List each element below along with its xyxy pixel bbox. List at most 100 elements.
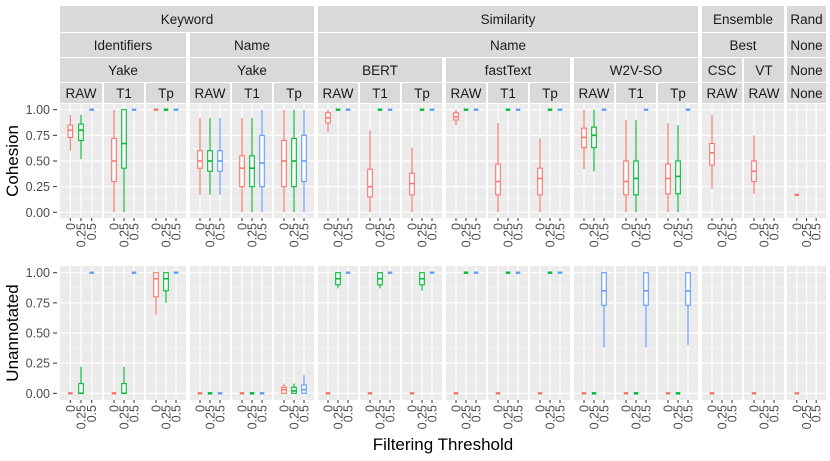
x-tick-label: 0 <box>706 223 720 230</box>
facet-strip-label: Tp <box>158 86 174 101</box>
x-tick-label: 0 <box>108 405 122 412</box>
y-tick-label: 0.50 <box>26 155 50 169</box>
facet-strip <box>616 83 656 103</box>
box-0 <box>453 392 459 395</box>
x-tick-label: 0.25 <box>800 223 814 247</box>
x-tick-label: 0.25 <box>544 223 558 247</box>
x-tick-label: 0.5 <box>470 223 484 240</box>
x-tick-label: 0.25 <box>630 223 644 247</box>
x-tick-label: 0.5 <box>726 405 740 422</box>
x-tick-label: 0 <box>450 223 464 230</box>
box-flat <box>515 271 521 274</box>
box-0_25 <box>505 108 511 111</box>
box-0_5 <box>301 375 307 394</box>
box-0 <box>153 272 159 315</box>
box-body <box>249 155 255 188</box>
y-tick-label: 1.00 <box>26 103 50 117</box>
box-flat <box>794 193 800 197</box>
facet-panel: 00.250.5 <box>402 266 442 429</box>
box-flat <box>685 108 691 111</box>
x-tick-label: 0.25 <box>332 405 346 429</box>
facet-panel: 00.250.5 <box>574 104 614 247</box>
facet-strip <box>60 6 314 32</box>
facet-strip <box>318 58 442 82</box>
facet-panel: 00.250.5 <box>488 104 528 247</box>
box-0_5 <box>429 108 435 111</box>
box-body <box>301 134 307 183</box>
x-tick-label: 0.25 <box>716 223 730 247</box>
box-0_25 <box>591 392 597 395</box>
box-0_5 <box>515 108 521 111</box>
x-tick-label: 0.5 <box>470 405 484 422</box>
facet-panel: 00.250.5 <box>744 104 784 247</box>
box-0 <box>281 383 287 394</box>
box-flat <box>239 392 245 395</box>
box-0_25 <box>121 109 127 213</box>
x-tick-label: 0.5 <box>598 405 612 422</box>
box-body <box>591 126 597 149</box>
facet-strip-label: RAW <box>451 86 482 101</box>
box-flat <box>623 392 629 395</box>
box-body <box>259 134 265 188</box>
box-flat <box>387 108 393 111</box>
box-flat <box>751 392 757 395</box>
x-tick-label: 0.5 <box>214 405 228 422</box>
box-flat <box>665 392 671 395</box>
box-flat <box>325 392 331 395</box>
box-0_5 <box>217 392 223 395</box>
x-tick-label: 0 <box>278 405 292 412</box>
box-flat <box>505 271 511 274</box>
box-body <box>67 124 74 138</box>
box-0 <box>111 392 117 395</box>
facet-panel: 00.250.5 <box>446 266 486 429</box>
box-0_5 <box>217 117 223 195</box>
x-tick-label: 0.25 <box>630 405 644 429</box>
x-tick-label: 0.25 <box>374 405 388 429</box>
facet-strip <box>787 83 826 103</box>
box-0_5 <box>345 108 351 111</box>
box-0 <box>239 117 245 213</box>
facet-strip <box>318 6 698 32</box>
facet-strip-label: fastText <box>485 63 532 78</box>
box-flat <box>217 392 223 395</box>
box-flat <box>429 108 435 111</box>
box-body <box>367 168 373 198</box>
facet-panel: 00.250.5 <box>658 104 698 247</box>
x-tick-label: 0.25 <box>800 405 814 429</box>
x-tick-label: 0.25 <box>246 223 260 247</box>
x-tick-label: 0.5 <box>342 405 356 422</box>
facet-strip <box>574 58 698 82</box>
y-tick-label: 1.00 <box>26 266 50 280</box>
box-flat <box>163 108 169 111</box>
y-tick-label: 0.50 <box>26 327 50 341</box>
y-tick-label: 0.25 <box>26 180 50 194</box>
x-tick-label: 0 <box>64 405 78 412</box>
x-tick-label: 0.5 <box>426 405 440 422</box>
box-0_25 <box>633 119 639 213</box>
x-tick-label: 0.5 <box>170 223 184 240</box>
x-tick-label: 0.25 <box>416 405 430 429</box>
facet-strip-label: Similarity <box>481 12 536 27</box>
box-0_25 <box>463 108 469 111</box>
box-0_5 <box>345 271 351 274</box>
facet-strip <box>744 58 784 82</box>
x-tick-label: 0.5 <box>298 223 312 240</box>
x-tick-label: 0.25 <box>75 405 89 429</box>
x-tick-label: 0 <box>406 223 420 230</box>
facet-panel: 00.250.5 <box>787 266 826 429</box>
box-0 <box>197 117 203 195</box>
box-flat <box>197 392 203 395</box>
x-tick-label: 0.5 <box>682 223 696 240</box>
box-0_5 <box>601 108 607 111</box>
box-0 <box>367 392 373 395</box>
x-tick-label: 0 <box>322 223 336 230</box>
facet-strip <box>190 58 314 82</box>
box-body <box>495 163 501 196</box>
box-0 <box>111 109 117 213</box>
box-flat <box>131 271 137 274</box>
box-0_5 <box>173 108 179 111</box>
x-tick-label: 0 <box>236 223 250 230</box>
box-0_5 <box>685 108 691 111</box>
x-tick-label: 0.25 <box>332 223 346 247</box>
x-tick-label: 0 <box>578 405 592 412</box>
